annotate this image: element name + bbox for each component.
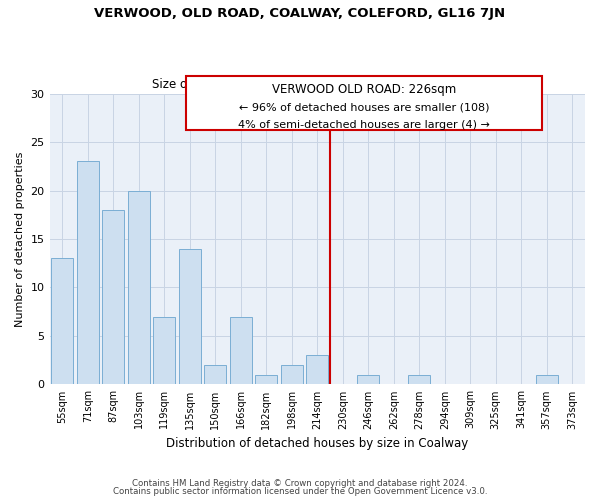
Text: Contains public sector information licensed under the Open Government Licence v3: Contains public sector information licen…	[113, 487, 487, 496]
Text: VERWOOD OLD ROAD: 226sqm: VERWOOD OLD ROAD: 226sqm	[272, 84, 456, 96]
Text: VERWOOD, OLD ROAD, COALWAY, COLEFORD, GL16 7JN: VERWOOD, OLD ROAD, COALWAY, COLEFORD, GL…	[94, 8, 506, 20]
Bar	[179, 248, 200, 384]
Bar	[307, 356, 328, 384]
Bar	[205, 365, 226, 384]
Y-axis label: Number of detached properties: Number of detached properties	[15, 152, 25, 326]
Bar	[256, 374, 277, 384]
Bar	[103, 210, 124, 384]
Title: Size of property relative to detached houses in Coalway: Size of property relative to detached ho…	[152, 78, 483, 91]
Bar	[128, 190, 149, 384]
Bar	[281, 365, 302, 384]
Bar	[154, 316, 175, 384]
Bar	[77, 162, 98, 384]
FancyBboxPatch shape	[186, 76, 542, 130]
Text: Contains HM Land Registry data © Crown copyright and database right 2024.: Contains HM Land Registry data © Crown c…	[132, 478, 468, 488]
Text: ← 96% of detached houses are smaller (108): ← 96% of detached houses are smaller (10…	[239, 102, 490, 113]
Bar	[358, 374, 379, 384]
Bar	[52, 258, 73, 384]
Bar	[536, 374, 557, 384]
Bar	[409, 374, 430, 384]
Text: 4% of semi-detached houses are larger (4) →: 4% of semi-detached houses are larger (4…	[238, 120, 490, 130]
X-axis label: Distribution of detached houses by size in Coalway: Distribution of detached houses by size …	[166, 437, 469, 450]
Bar	[230, 316, 251, 384]
